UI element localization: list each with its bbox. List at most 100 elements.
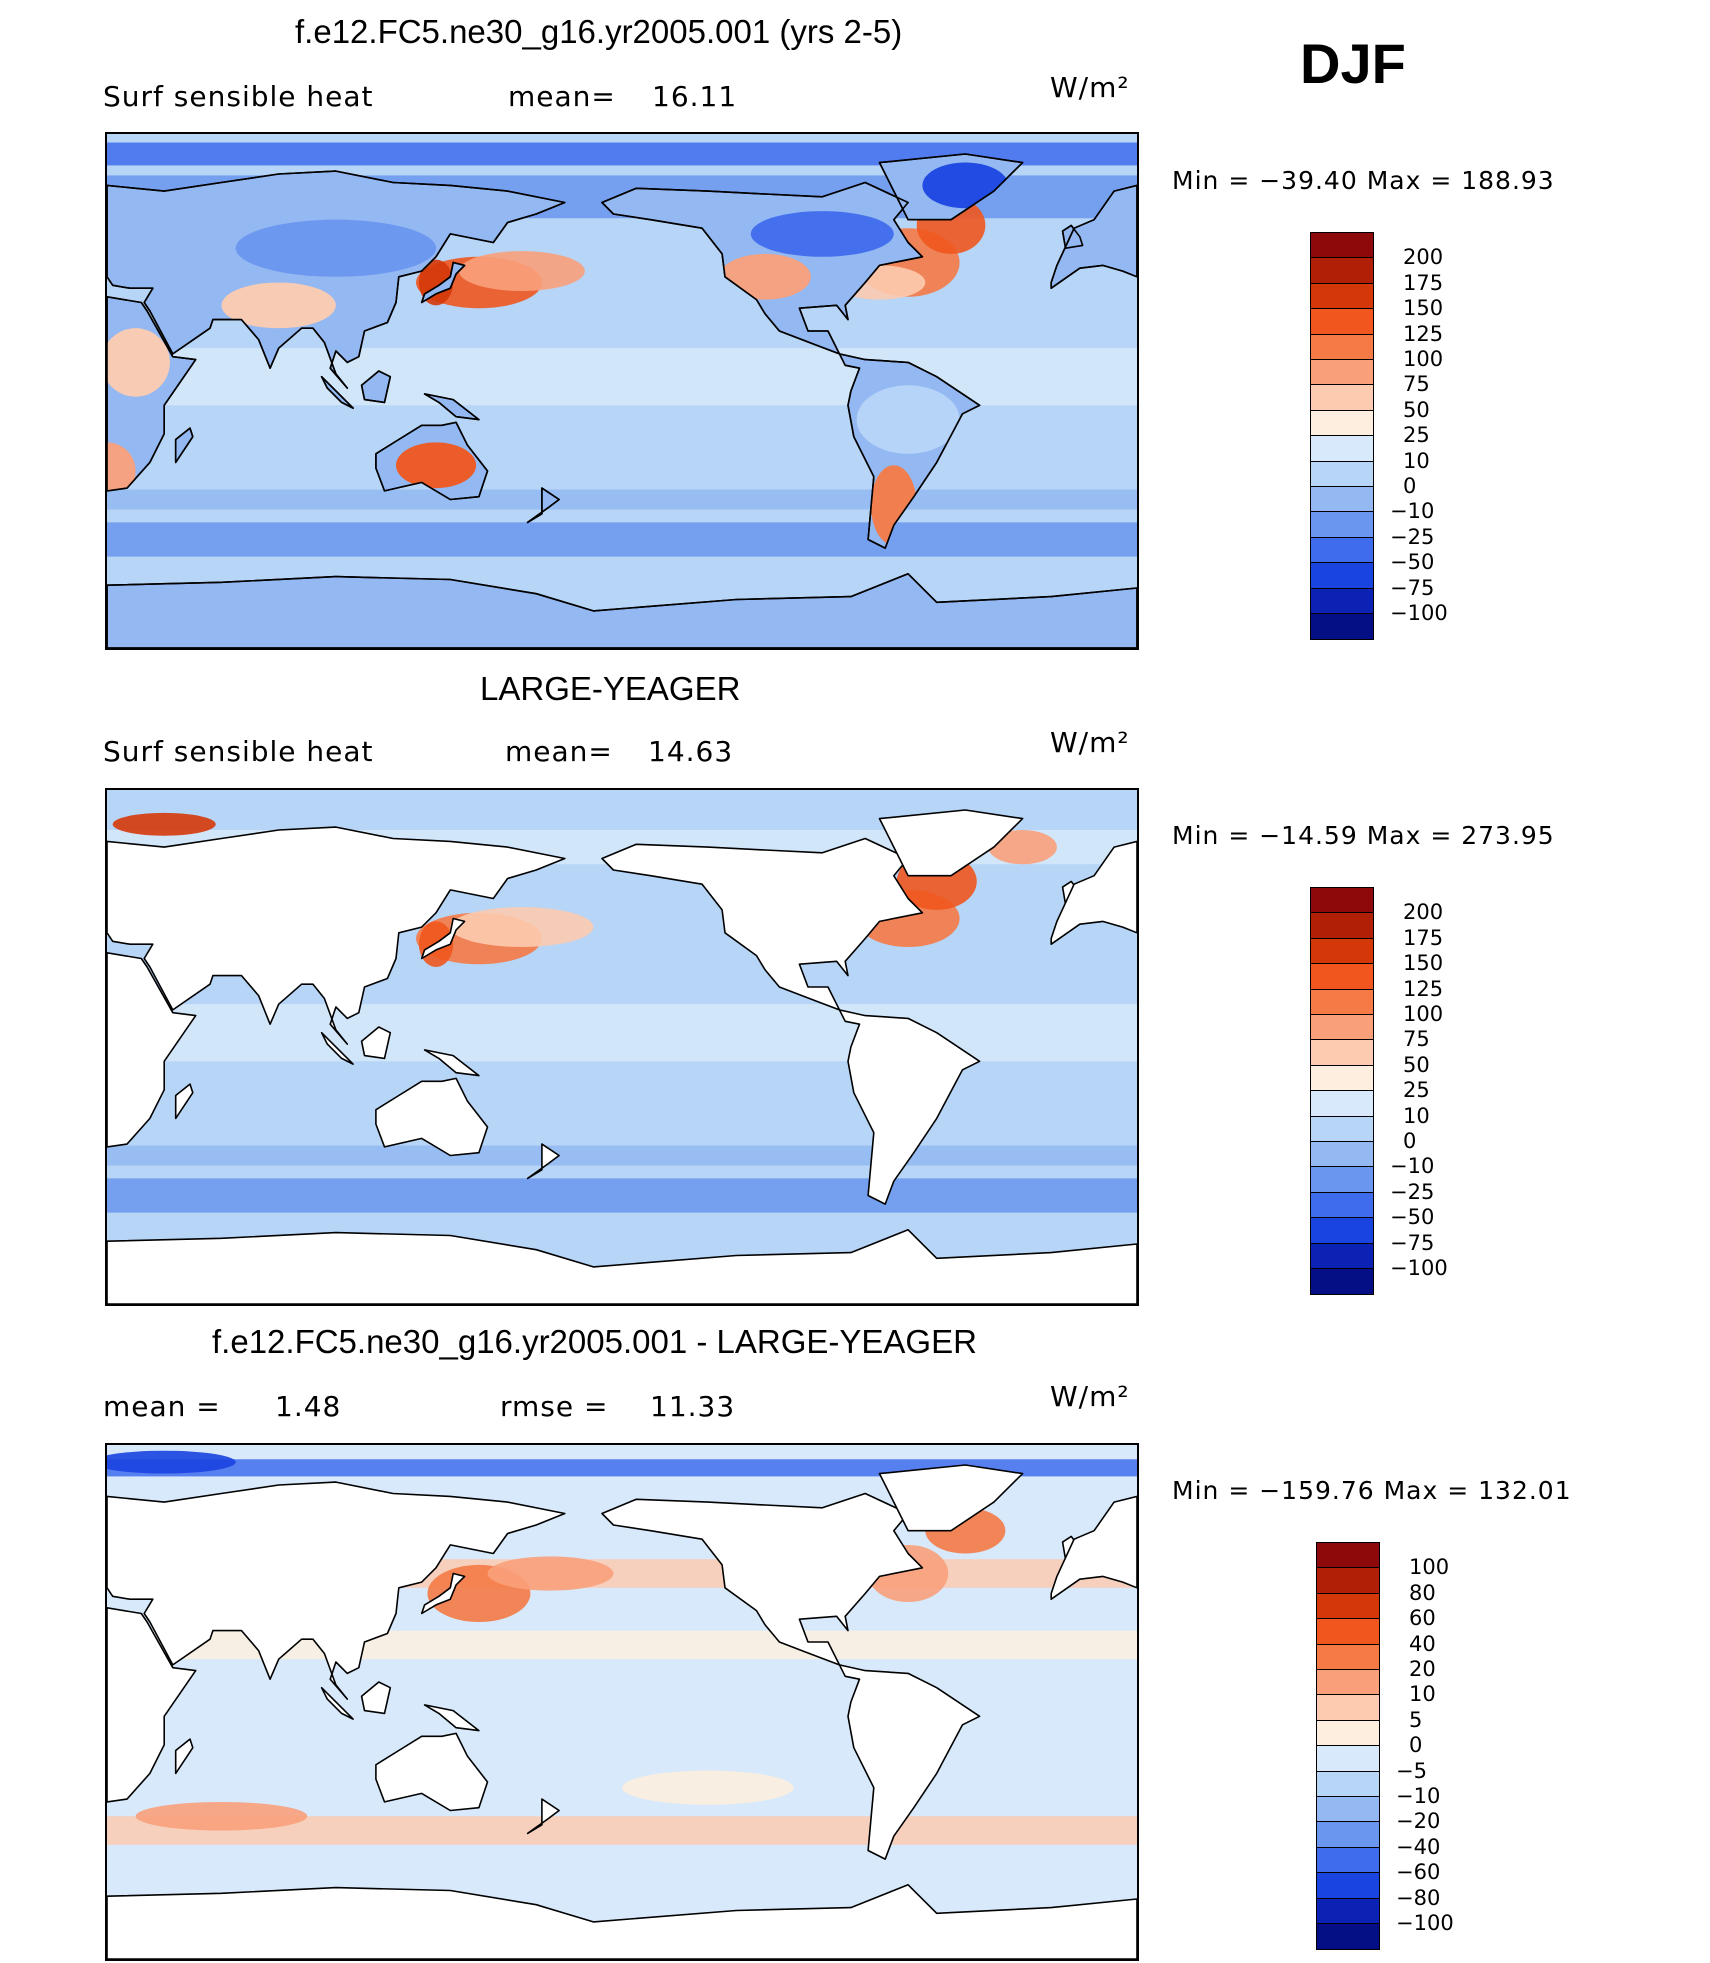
- panel-2-map: [105, 788, 1139, 1306]
- colorbar-swatch: [1310, 587, 1374, 615]
- panel-3-rmse-value: 11.33: [650, 1390, 736, 1423]
- colorbar-tick-label: −10: [1390, 499, 1435, 524]
- colorbar-tick-label: 100: [1403, 347, 1444, 371]
- coastline-africa: [107, 952, 197, 1148]
- panel-3-map: [105, 1443, 1139, 1961]
- contour-band: [107, 348, 1137, 406]
- colorbar-swatch: [1310, 1014, 1374, 1042]
- coastline-outline: [107, 296, 197, 492]
- colorbar-tick-label: 75: [1403, 372, 1430, 397]
- colorbar-tick-label: −25: [1390, 524, 1435, 549]
- colorbar-swatch: [1310, 1217, 1374, 1245]
- panel-3-title: f.e12.FC5.ne30_g16.yr2005.001 - LARGE-YE…: [212, 1323, 977, 1360]
- panel-1-mean-label: mean=: [508, 80, 616, 113]
- coastline-greenland: [878, 1464, 1024, 1532]
- coastline-outline: [1061, 224, 1084, 249]
- colorbar-tick-label: −25: [1390, 1179, 1435, 1204]
- panel-2-minmax: Min = −14.59 Max = 273.95: [1172, 821, 1555, 850]
- contour-band: [107, 1145, 1137, 1166]
- colorbar-tick-label: 80: [1409, 1580, 1436, 1605]
- contour-band: [107, 522, 1137, 557]
- contour-region: [107, 442, 136, 500]
- colorbar-tick-label: 75: [1403, 1027, 1430, 1052]
- contour-region: [112, 812, 216, 836]
- colorbar-swatch: [1316, 1618, 1380, 1646]
- contour-region: [395, 442, 477, 489]
- coastline-sumatra: [320, 1686, 354, 1720]
- contour-region: [622, 1770, 794, 1805]
- contour-region: [719, 253, 811, 300]
- coastline-eurasia: [107, 826, 566, 1045]
- colorbar-tick-label: 10: [1403, 448, 1430, 473]
- colorbar-tick-label: −100: [1396, 1911, 1454, 1935]
- panel-2-title: LARGE-YEAGER: [480, 670, 741, 707]
- panel-2-max-value: 273.95: [1461, 821, 1555, 850]
- colorbar-tick-label: 100: [1409, 1555, 1450, 1580]
- contour-band: [107, 1004, 1137, 1062]
- contour-region: [458, 251, 585, 292]
- coastline-japan: [420, 1572, 466, 1615]
- coastline-outline: [420, 261, 466, 304]
- contour-region: [856, 385, 960, 454]
- contour-band: [107, 142, 1137, 166]
- colorbar-swatch: [1310, 282, 1374, 311]
- panel-3-max-value: 132.01: [1478, 1476, 1572, 1505]
- coastline-outline: [107, 170, 566, 389]
- coastline-greenland: [878, 809, 1024, 877]
- panel-1-min-value: −39.40: [1259, 166, 1358, 195]
- colorbar-tick-label: 200: [1403, 245, 1444, 270]
- contour-region: [487, 1556, 614, 1591]
- panel-3-units: W/m²: [1050, 1380, 1130, 1413]
- coastline-madagascar: [174, 1738, 194, 1775]
- panel-1-minmax: Min = −39.40 Max = 188.93: [1172, 166, 1555, 195]
- contour-region: [750, 211, 894, 257]
- panel-1-map: [105, 132, 1139, 650]
- colorbar-swatch: [1310, 460, 1374, 488]
- coastline-australia: [375, 1732, 489, 1812]
- contour-region: [988, 829, 1057, 865]
- colorbar-swatch: [1310, 937, 1374, 966]
- colorbar-swatch: [1310, 1166, 1374, 1194]
- panel-2-units: W/m²: [1050, 726, 1130, 759]
- panel-1-min-label: Min: [1172, 166, 1220, 195]
- coastline-madagascar: [174, 1083, 194, 1120]
- colorbar-tick-label: 60: [1409, 1606, 1436, 1631]
- colorbar-swatch: [1310, 562, 1374, 590]
- colorbar-swatch: [1310, 613, 1374, 641]
- colorbar-tick-label: −5: [1396, 1758, 1427, 1783]
- season-label: DJF: [1300, 32, 1406, 95]
- panel-2-mean-value: 14.63: [648, 735, 734, 768]
- colorbar-swatch: [1310, 435, 1374, 463]
- colorbar-swatch: [1316, 1923, 1380, 1951]
- coastline-outline: [878, 153, 1024, 221]
- colorbar-swatch: [1316, 1643, 1380, 1671]
- colorbar-tick-label: −60: [1396, 1860, 1441, 1885]
- colorbar-swatch: [1310, 1064, 1374, 1093]
- colorbar-swatch: [1316, 1745, 1380, 1773]
- colorbar-tick-label: 125: [1403, 321, 1444, 346]
- contour-band: [107, 1178, 1137, 1213]
- colorbar-tick-label: −100: [1390, 1256, 1448, 1280]
- coastline-outline: [107, 573, 1137, 648]
- panel-2-min-value: −14.59: [1259, 821, 1358, 850]
- colorbar-swatch: [1316, 1694, 1380, 1722]
- colorbar-tick-label: −40: [1396, 1834, 1441, 1859]
- colorbar-swatch: [1316, 1897, 1380, 1925]
- coastline-borneo: [360, 1681, 392, 1715]
- colorbar-tick-label: −50: [1390, 1205, 1435, 1230]
- coastline-outline: [526, 487, 560, 524]
- colorbar-tick-label: 10: [1409, 1682, 1436, 1707]
- panel-1-max-value: 188.93: [1461, 166, 1555, 195]
- colorbar-tick-label: 100: [1403, 1002, 1444, 1026]
- colorbar-tick-label: −100: [1390, 601, 1448, 625]
- colorbar-tick-label: 0: [1403, 1129, 1417, 1153]
- coastline-japan: [420, 917, 466, 960]
- colorbar-swatch: [1310, 511, 1374, 539]
- colorbar-tick-label: 0: [1403, 474, 1417, 498]
- contour-region: [221, 282, 336, 329]
- colorbar-swatch: [1316, 1821, 1380, 1849]
- coastline-eurasia: [107, 1481, 566, 1700]
- colorbar-tick-label: 5: [1409, 1707, 1423, 1732]
- colorbar-swatch: [1310, 1242, 1374, 1270]
- panel-1-max-label: Max: [1366, 166, 1422, 195]
